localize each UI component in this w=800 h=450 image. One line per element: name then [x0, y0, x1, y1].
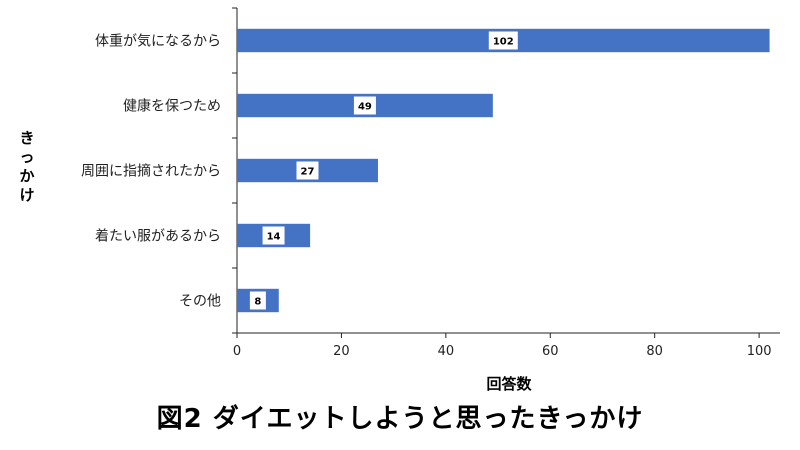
category-label: その他	[179, 294, 221, 310]
data-label-box	[353, 96, 376, 115]
y-axis-title-char: っ	[19, 148, 34, 166]
category-label: 健康を保つため	[123, 98, 221, 115]
x-tick-label: 100	[747, 344, 772, 359]
x-tick-label: 60	[542, 344, 559, 359]
data-label: 8	[254, 297, 261, 308]
x-tick-label: 80	[646, 344, 663, 359]
bar-chart: 0 20 40 60 80 100 体重が気になるから 102 健康を保つため 49 周囲に指摘され…	[19, 7, 780, 393]
data-label-box	[296, 161, 319, 180]
category-label: 周囲に指摘されたから	[81, 163, 221, 180]
data-label: 27	[301, 167, 315, 178]
x-tick-label: 40	[438, 344, 455, 359]
data-label: 102	[493, 37, 514, 48]
data-label: 14	[267, 232, 281, 243]
x-axis-title: 回答数	[486, 375, 532, 393]
y-axis-title-char: か	[19, 167, 34, 185]
category-label: 着たい服があるから	[95, 229, 221, 245]
data-label-box	[488, 31, 518, 50]
data-label: 49	[358, 102, 372, 113]
y-axis-title: きっかけ	[19, 129, 34, 204]
figure-caption: 図2 ダイエットしようと思ったきっかけ	[156, 404, 644, 434]
y-axis-title-char: き	[19, 129, 34, 147]
data-label-box	[262, 226, 285, 245]
plot-area: 0 20 40 60 80 100 体重が気になるから 102 健康を保つため 49 周囲に指摘され…	[81, 7, 780, 359]
data-label-box	[249, 291, 266, 310]
category-label: 体重が気になるから	[95, 34, 221, 50]
x-tick-label: 0	[233, 344, 241, 359]
y-axis-title-char: け	[19, 186, 34, 204]
x-tick-label: 20	[333, 344, 350, 359]
